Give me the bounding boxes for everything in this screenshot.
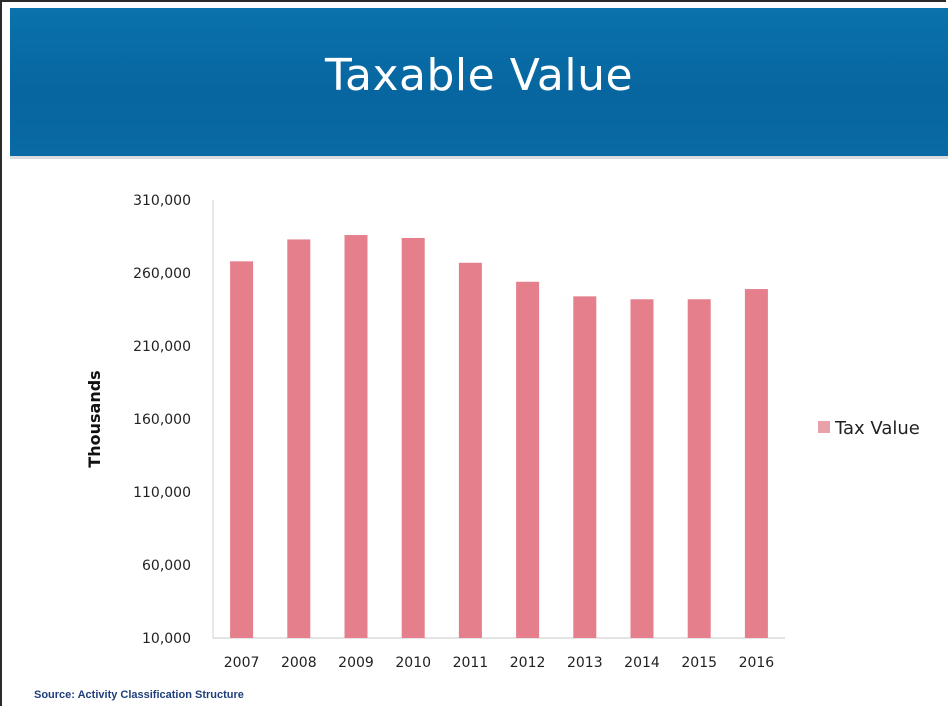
source-label: Source xyxy=(34,689,72,701)
y-tick-label: 60,000 xyxy=(142,558,191,574)
x-tick-label: 2013 xyxy=(567,655,603,671)
y-tick-label: 260,000 xyxy=(133,266,191,282)
y-axis-title: Thousands xyxy=(85,370,104,467)
source-text: Activity Classification Structure xyxy=(77,689,244,701)
slide-title: Taxable Value xyxy=(324,50,634,101)
legend-swatch xyxy=(818,421,830,433)
bar-2007 xyxy=(230,261,254,638)
x-tick-label: 2007 xyxy=(224,655,260,671)
x-tick-label: 2011 xyxy=(453,655,489,671)
bar-2016 xyxy=(744,289,768,638)
bar-2009 xyxy=(344,235,368,639)
source-separator: : xyxy=(71,689,78,701)
x-tick-label: 2016 xyxy=(739,655,775,671)
x-tick-label: 2014 xyxy=(624,655,660,671)
banner-divider xyxy=(10,156,948,159)
y-tick-label: 160,000 xyxy=(133,412,191,428)
y-tick-label: 310,000 xyxy=(133,193,191,209)
legend-label: Tax Value xyxy=(834,418,920,439)
bar-2011 xyxy=(458,262,482,638)
y-tick-label: 210,000 xyxy=(133,339,191,355)
y-tick-label: 110,000 xyxy=(133,485,191,501)
x-tick-label: 2009 xyxy=(338,655,374,671)
x-tick-label: 2010 xyxy=(395,655,431,671)
x-tick-label: 2015 xyxy=(681,655,717,671)
bar-2010 xyxy=(401,237,425,638)
bar-2015 xyxy=(687,299,711,638)
source-note: Source: Activity Classification Structur… xyxy=(34,689,244,701)
x-tick-label: 2012 xyxy=(510,655,546,671)
bar-2012 xyxy=(516,281,540,638)
y-tick-label: 10,000 xyxy=(142,631,191,647)
title-banner xyxy=(10,8,948,156)
bar-2008 xyxy=(287,239,311,639)
x-tick-label: 2008 xyxy=(281,655,317,671)
bar-2014 xyxy=(630,299,654,638)
bar-2013 xyxy=(573,296,597,638)
